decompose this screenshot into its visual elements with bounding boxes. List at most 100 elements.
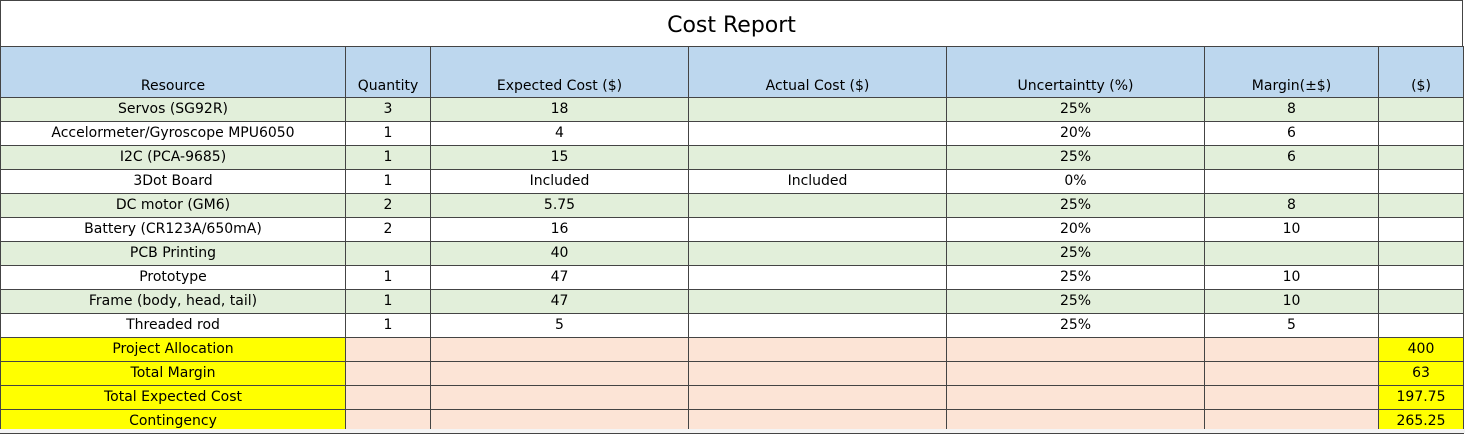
actual-cost-cell[interactable] bbox=[688, 313, 947, 338]
summary-label[interactable]: Total Expected Cost bbox=[0, 385, 346, 410]
summary-empty-cell[interactable] bbox=[1204, 385, 1379, 410]
summary-empty-cell[interactable] bbox=[1204, 337, 1379, 362]
expected-cost-cell[interactable]: 40 bbox=[430, 241, 689, 266]
summary-empty-cell[interactable] bbox=[946, 337, 1205, 362]
margin-cell[interactable]: 6 bbox=[1204, 121, 1379, 146]
resource-cell[interactable]: Frame (body, head, tail) bbox=[0, 289, 346, 314]
uncertainty-cell[interactable]: 25% bbox=[946, 97, 1205, 122]
actual-cost-cell[interactable] bbox=[688, 241, 947, 266]
quantity-cell[interactable]: 2 bbox=[345, 193, 431, 218]
summary-empty-cell[interactable] bbox=[688, 361, 947, 386]
expected-cost-cell[interactable]: Included bbox=[430, 169, 689, 194]
summary-empty-cell[interactable] bbox=[688, 385, 947, 410]
margin-cell[interactable]: 8 bbox=[1204, 97, 1379, 122]
dollar-cell[interactable] bbox=[1378, 289, 1464, 314]
margin-cell[interactable]: 10 bbox=[1204, 217, 1379, 242]
expected-cost-cell[interactable]: 5.75 bbox=[430, 193, 689, 218]
resource-cell[interactable]: PCB Printing bbox=[0, 241, 346, 266]
dollar-cell[interactable] bbox=[1378, 145, 1464, 170]
actual-cost-cell[interactable] bbox=[688, 193, 947, 218]
summary-label[interactable]: Project Allocation bbox=[0, 337, 346, 362]
expected-cost-cell[interactable]: 47 bbox=[430, 289, 689, 314]
summary-empty-cell[interactable] bbox=[688, 337, 947, 362]
uncertainty-cell[interactable]: 25% bbox=[946, 145, 1205, 170]
expected-cost-cell[interactable]: 18 bbox=[430, 97, 689, 122]
quantity-cell[interactable]: 1 bbox=[345, 289, 431, 314]
summary-empty-cell[interactable] bbox=[345, 337, 431, 362]
actual-cost-cell[interactable] bbox=[688, 217, 947, 242]
summary-value[interactable]: 400 bbox=[1378, 337, 1464, 362]
dollar-cell[interactable] bbox=[1378, 97, 1464, 122]
quantity-cell[interactable]: 1 bbox=[345, 169, 431, 194]
header-cell: Expected Cost ($) bbox=[430, 46, 689, 98]
expected-cost-cell[interactable]: 4 bbox=[430, 121, 689, 146]
quantity-cell[interactable]: 1 bbox=[345, 265, 431, 290]
margin-cell[interactable]: 5 bbox=[1204, 313, 1379, 338]
quantity-cell[interactable]: 1 bbox=[345, 313, 431, 338]
resource-cell[interactable]: Prototype bbox=[0, 265, 346, 290]
resource-cell[interactable]: I2C (PCA-9685) bbox=[0, 145, 346, 170]
quantity-cell[interactable]: 1 bbox=[345, 145, 431, 170]
uncertainty-cell[interactable]: 20% bbox=[946, 217, 1205, 242]
resource-cell[interactable]: Accelormeter/Gyroscope MPU6050 bbox=[0, 121, 346, 146]
expected-cost-cell[interactable]: 47 bbox=[430, 265, 689, 290]
margin-cell[interactable]: 10 bbox=[1204, 289, 1379, 314]
expected-cost-cell[interactable]: 16 bbox=[430, 217, 689, 242]
quantity-cell[interactable]: 3 bbox=[345, 97, 431, 122]
summary-value[interactable]: 63 bbox=[1378, 361, 1464, 386]
resource-cell[interactable]: 3Dot Board bbox=[0, 169, 346, 194]
summary-empty-cell[interactable] bbox=[946, 361, 1205, 386]
table-row: I2C (PCA-9685) 1 15 25% 6 bbox=[0, 145, 1464, 170]
summary-empty-cell[interactable] bbox=[345, 385, 431, 410]
actual-cost-cell[interactable]: Included bbox=[688, 169, 947, 194]
summary-empty-cell[interactable] bbox=[345, 361, 431, 386]
margin-cell[interactable]: 10 bbox=[1204, 265, 1379, 290]
header-cell: Resource bbox=[0, 46, 346, 98]
resource-cell[interactable]: Threaded rod bbox=[0, 313, 346, 338]
margin-cell[interactable]: 6 bbox=[1204, 145, 1379, 170]
actual-cost-cell[interactable] bbox=[688, 145, 947, 170]
uncertainty-cell[interactable]: 25% bbox=[946, 193, 1205, 218]
uncertainty-cell[interactable]: 20% bbox=[946, 121, 1205, 146]
expected-cost-cell[interactable]: 5 bbox=[430, 313, 689, 338]
summary-empty-cell[interactable] bbox=[430, 337, 689, 362]
uncertainty-cell[interactable]: 0% bbox=[946, 169, 1205, 194]
uncertainty-cell[interactable]: 25% bbox=[946, 313, 1205, 338]
actual-cost-cell[interactable] bbox=[688, 289, 947, 314]
expected-cost-cell[interactable]: 15 bbox=[430, 145, 689, 170]
dollar-cell[interactable] bbox=[1378, 121, 1464, 146]
margin-cell[interactable]: 8 bbox=[1204, 193, 1379, 218]
margin-cell[interactable] bbox=[1204, 169, 1379, 194]
resource-cell[interactable]: Servos (SG92R) bbox=[0, 97, 346, 122]
actual-cost-cell[interactable] bbox=[688, 97, 947, 122]
dollar-cell[interactable] bbox=[1378, 193, 1464, 218]
table-row: Prototype 1 47 25% 10 bbox=[0, 265, 1464, 290]
uncertainty-cell[interactable]: 25% bbox=[946, 265, 1205, 290]
summary-empty-cell[interactable] bbox=[946, 385, 1205, 410]
uncertainty-cell[interactable]: 25% bbox=[946, 241, 1205, 266]
summary-empty-cell[interactable] bbox=[430, 361, 689, 386]
actual-cost-cell[interactable] bbox=[688, 121, 947, 146]
dollar-cell[interactable] bbox=[1378, 217, 1464, 242]
quantity-cell[interactable]: 2 bbox=[345, 217, 431, 242]
table-row: Accelormeter/Gyroscope MPU6050 1 4 20% 6 bbox=[0, 121, 1464, 146]
quantity-cell[interactable]: 1 bbox=[345, 121, 431, 146]
report-title: Cost Report bbox=[0, 0, 1463, 46]
quantity-cell[interactable] bbox=[345, 241, 431, 266]
cost-report-table: Resource Quantity Expected Cost ($) Actu… bbox=[0, 46, 1464, 434]
dollar-cell[interactable] bbox=[1378, 265, 1464, 290]
dollar-cell[interactable] bbox=[1378, 169, 1464, 194]
summary-label[interactable]: Total Margin bbox=[0, 361, 346, 386]
actual-cost-cell[interactable] bbox=[688, 265, 947, 290]
resource-cell[interactable]: Battery (CR123A/650mA) bbox=[0, 217, 346, 242]
uncertainty-cell[interactable]: 25% bbox=[946, 289, 1205, 314]
margin-cell[interactable] bbox=[1204, 241, 1379, 266]
dollar-cell[interactable] bbox=[1378, 313, 1464, 338]
summary-empty-cell[interactable] bbox=[1204, 361, 1379, 386]
sheet-bottom-edge bbox=[0, 429, 1465, 433]
resource-cell[interactable]: DC motor (GM6) bbox=[0, 193, 346, 218]
header-row: Resource Quantity Expected Cost ($) Actu… bbox=[0, 46, 1464, 98]
summary-value[interactable]: 197.75 bbox=[1378, 385, 1464, 410]
summary-empty-cell[interactable] bbox=[430, 385, 689, 410]
dollar-cell[interactable] bbox=[1378, 241, 1464, 266]
